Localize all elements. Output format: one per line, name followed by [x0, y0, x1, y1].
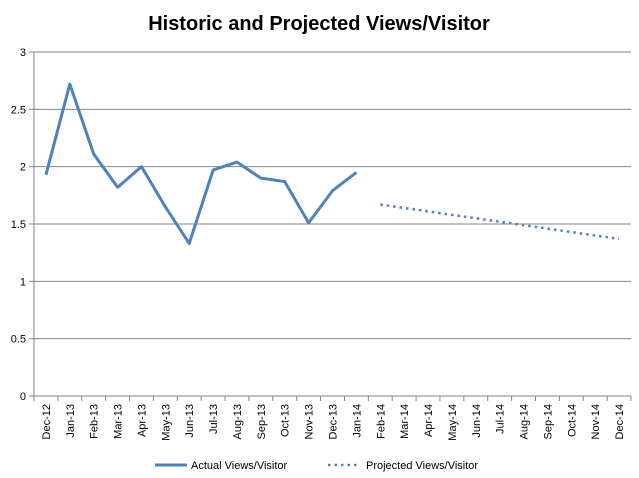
x-tick-label: May-13 — [160, 404, 172, 441]
y-tick-label: 3 — [20, 47, 26, 59]
x-tick-label: Nov-14 — [590, 404, 602, 439]
x-tick-label: Jan-14 — [351, 404, 363, 438]
x-tick-label: Dec-13 — [328, 404, 340, 439]
projected-series-line — [380, 203, 620, 241]
y-tick-label: 0 — [20, 391, 26, 403]
y-axis-tick-labels: 0 0.5 1 1.5 2 2.5 3 — [11, 47, 26, 403]
x-tick-label: Oct-14 — [566, 404, 578, 437]
x-tick-label: Jun-13 — [184, 404, 196, 438]
x-tick-label: Feb-14 — [375, 404, 387, 439]
x-tick-label: Jul-14 — [495, 404, 507, 434]
legend-label: Projected Views/Visitor — [366, 460, 478, 472]
y-tick-label: 2 — [20, 162, 26, 174]
x-tick-label: Apr-13 — [136, 404, 148, 437]
axes — [29, 51, 632, 401]
gridlines — [34, 51, 631, 340]
x-tick-label: Apr-14 — [423, 404, 435, 437]
x-tick-label: Dec-14 — [614, 404, 626, 439]
x-tick-label: Sep-13 — [256, 404, 268, 439]
x-tick-label: Mar-13 — [113, 404, 125, 439]
x-tick-label: Dec-12 — [41, 404, 53, 439]
x-tick-label: Jul-13 — [208, 404, 220, 434]
x-tick-label: Aug-14 — [519, 404, 531, 439]
y-tick-label: 0.5 — [11, 334, 26, 346]
y-tick-label: 2.5 — [11, 104, 26, 116]
y-tick-label: 1 — [20, 276, 26, 288]
x-tick-label: Sep-14 — [542, 404, 554, 439]
y-tick-label: 1.5 — [11, 219, 26, 231]
chart-title: Historic and Projected Views/Visitor — [148, 13, 490, 35]
x-tick-label: Mar-14 — [399, 404, 411, 439]
series-lines — [44, 82, 620, 245]
x-tick-label: Oct-13 — [280, 404, 292, 437]
x-tick-label: May-14 — [447, 404, 459, 441]
legend: Actual Views/Visitor Projected Views/Visi… — [155, 460, 478, 472]
x-tick-label: Jan-13 — [65, 404, 77, 438]
x-axis-tick-labels: Dec-12 Jan-13 Feb-13 Mar-13 Apr-13 May-13 Jun-… — [41, 404, 626, 441]
x-tick-label: Nov-13 — [304, 404, 316, 439]
legend-label: Actual Views/Visitor — [191, 460, 288, 472]
x-tick-label: Jun-14 — [471, 404, 483, 438]
actual-series-line — [44, 82, 358, 245]
x-tick-label: Feb-13 — [89, 404, 101, 439]
x-tick-label: Aug-13 — [232, 404, 244, 439]
